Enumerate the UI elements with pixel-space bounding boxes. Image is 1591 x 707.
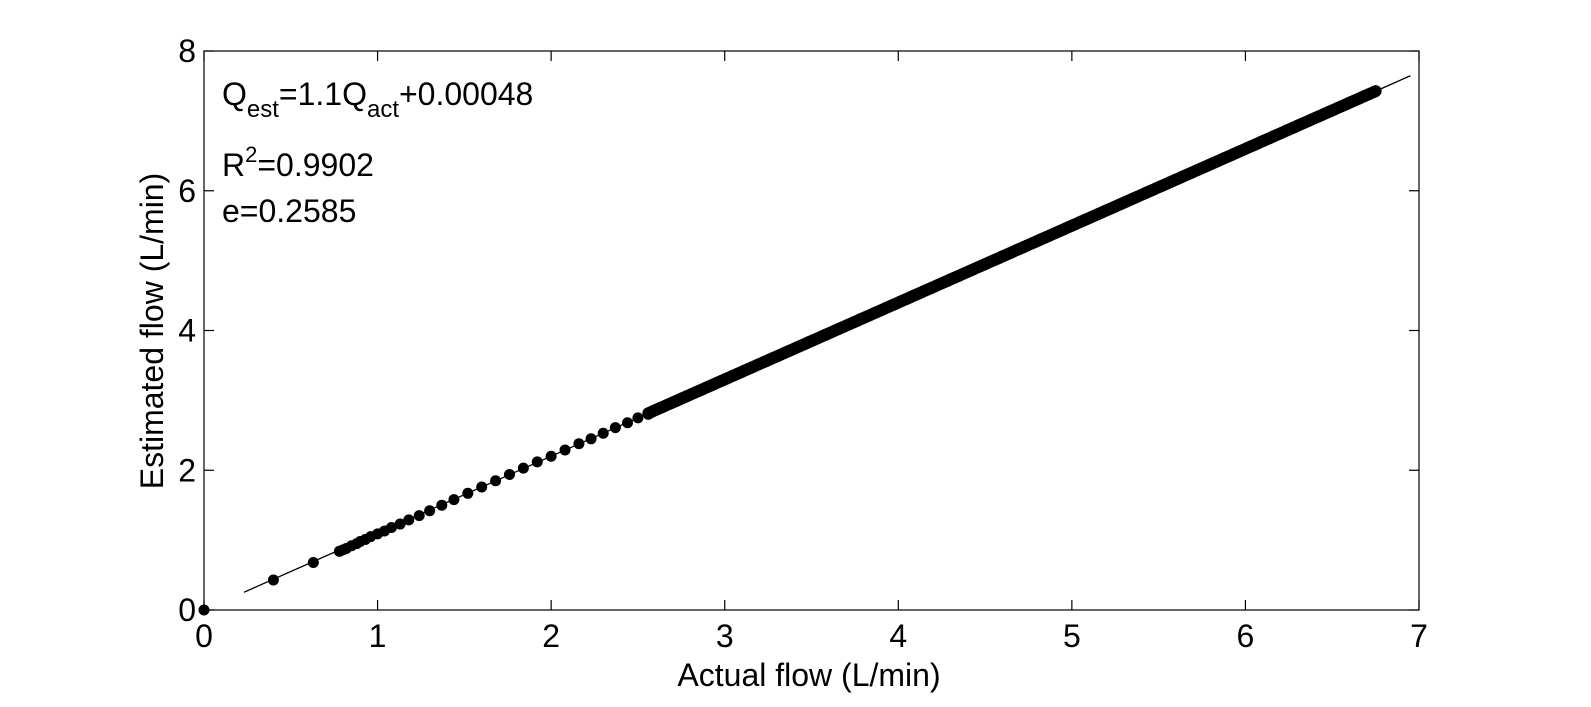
eq-q-symbol: Q xyxy=(222,76,247,112)
eq-middle: =1.1Q xyxy=(279,76,367,112)
x-tick-label: 2 xyxy=(542,618,560,654)
x-axis-ticks: 0 1 2 3 4 5 6 7 xyxy=(195,51,1428,654)
r-squared-annotation: R2=0.9902 xyxy=(222,142,374,183)
y-tick-label: 6 xyxy=(178,173,196,209)
eq-tail: +0.00048 xyxy=(399,76,533,112)
x-tick-label: 7 xyxy=(1410,618,1428,654)
data-point xyxy=(424,505,436,517)
x-tick-label: 4 xyxy=(889,618,907,654)
y-tick-label: 8 xyxy=(178,33,196,69)
x-axis-label: Actual flow (L/min) xyxy=(677,657,940,693)
x-tick-label: 1 xyxy=(369,618,387,654)
x-tick-label: 3 xyxy=(716,618,734,654)
r2-superscript: 2 xyxy=(245,142,257,167)
eq-subscript-act: act xyxy=(367,96,399,123)
fit-line xyxy=(243,75,1411,593)
eq-subscript-est: est xyxy=(247,96,279,123)
y-tick-label: 0 xyxy=(178,592,196,628)
fit-equation-annotation: Qest=1.1Qact+0.00048 xyxy=(222,76,533,123)
fit-line-layer xyxy=(243,75,1411,593)
r2-prefix: R xyxy=(222,147,245,183)
y-tick-label: 2 xyxy=(178,452,196,488)
annotation-block: Qest=1.1Qact+0.00048 R2=0.9902 e=0.2585 xyxy=(222,76,533,229)
data-point xyxy=(267,574,279,586)
y-axis-ticks: 0 2 4 6 8 xyxy=(178,33,1419,628)
r2-value: =0.9902 xyxy=(257,147,374,183)
y-axis-label: Estimated flow (L/min) xyxy=(134,173,170,490)
x-tick-label: 6 xyxy=(1237,618,1255,654)
error-annotation: e=0.2585 xyxy=(222,193,356,229)
y-tick-label: 4 xyxy=(178,313,196,349)
data-point xyxy=(307,556,319,568)
x-tick-label: 5 xyxy=(1063,618,1081,654)
x-tick-label: 0 xyxy=(195,618,213,654)
